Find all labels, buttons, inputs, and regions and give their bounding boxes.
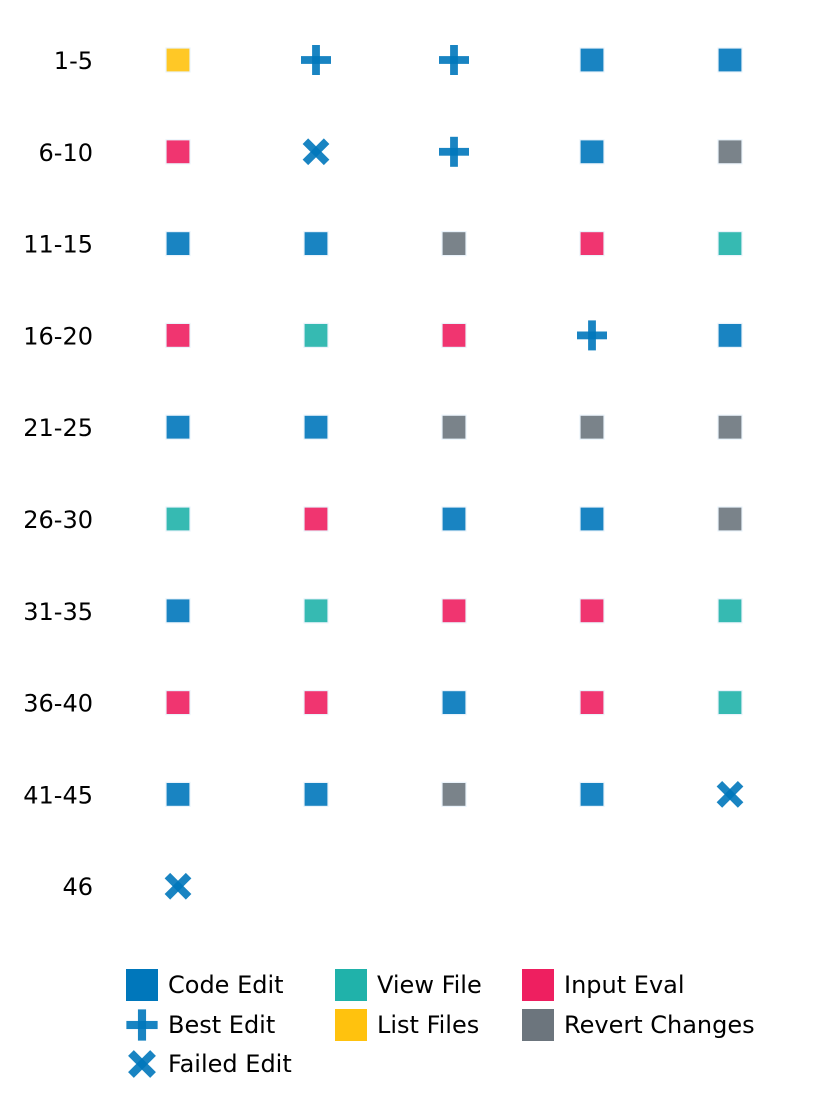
legend-label: View File xyxy=(377,971,482,999)
step-marker-failed-edit xyxy=(302,138,330,166)
legend-item-code-edit: Code Edit xyxy=(126,968,284,1002)
step-marker-input-eval xyxy=(579,689,605,716)
step-marker-code-edit xyxy=(579,506,605,532)
legend-item-failed-edit: Failed Edit xyxy=(126,1047,292,1081)
legend-label: Code Edit xyxy=(168,971,284,999)
step-marker-revert-changes xyxy=(441,414,467,440)
legend-item-list-files: List Files xyxy=(335,1008,479,1042)
row-label: 16-20 xyxy=(23,322,93,350)
step-marker-code-edit xyxy=(165,231,191,257)
step-grid-chart: 1-5 6-10 11-15 16-20 21-25 26-30 31-35 36-40 41-… xyxy=(23,45,744,901)
step-marker-view-file xyxy=(717,689,743,716)
step-marker-input-eval xyxy=(303,689,329,716)
step-marker-input-eval xyxy=(303,506,329,532)
legend-swatch xyxy=(126,969,158,1001)
legend-label: Revert Changes xyxy=(564,1011,755,1039)
row-label: 36-40 xyxy=(23,690,93,718)
step-marker-revert-changes xyxy=(441,781,467,808)
step-marker-failed-edit xyxy=(716,781,744,808)
step-marker-view-file xyxy=(717,598,743,624)
legend-label: Input Eval xyxy=(564,971,685,999)
step-marker-input-eval xyxy=(579,598,605,624)
legend-swatch xyxy=(335,1009,367,1041)
step-marker-view-file xyxy=(303,322,329,348)
row-label: 31-35 xyxy=(23,598,93,626)
step-marker-best-edit xyxy=(439,45,469,75)
step-marker-list-files xyxy=(165,47,191,73)
step-marker-code-edit xyxy=(303,414,329,440)
step-marker-input-eval xyxy=(579,231,605,257)
row-label: 6-10 xyxy=(39,139,93,167)
step-marker-revert-changes xyxy=(579,414,605,440)
row-label: 11-15 xyxy=(23,231,93,259)
step-marker-failed-edit xyxy=(164,872,192,900)
row-label: 21-25 xyxy=(23,414,93,442)
step-marker-code-edit xyxy=(717,322,743,348)
legend-swatch xyxy=(126,1009,158,1041)
plus-icon xyxy=(126,1009,158,1041)
legend: Code Edit Best Edit Failed Edit View File Li… xyxy=(126,968,806,1088)
step-marker-code-edit xyxy=(579,47,605,73)
step-marker-view-file xyxy=(717,231,743,257)
step-marker-input-eval xyxy=(441,598,467,624)
step-marker-code-edit xyxy=(165,414,191,440)
legend-item-view-file: View File xyxy=(335,968,482,1002)
step-marker-code-edit xyxy=(165,781,191,808)
step-marker-view-file xyxy=(303,598,329,624)
step-marker-code-edit xyxy=(441,689,467,716)
legend-swatch xyxy=(522,1009,554,1041)
step-marker-view-file xyxy=(165,506,191,532)
step-marker-input-eval xyxy=(441,322,467,348)
row-label: 26-30 xyxy=(23,506,93,534)
step-marker-best-edit xyxy=(439,136,469,167)
step-marker-best-edit xyxy=(577,320,607,351)
legend-swatch xyxy=(128,1050,156,1078)
step-marker-code-edit xyxy=(579,139,605,165)
x-icon xyxy=(128,1050,156,1078)
row-label: 46 xyxy=(62,873,93,901)
step-marker-input-eval xyxy=(165,322,191,348)
legend-label: Failed Edit xyxy=(168,1050,292,1078)
step-marker-code-edit xyxy=(717,47,743,73)
step-marker-revert-changes xyxy=(717,506,743,532)
step-marker-input-eval xyxy=(165,139,191,165)
row-label: 41-45 xyxy=(23,781,93,809)
row-label: 1-5 xyxy=(54,47,93,75)
legend-item-revert-changes: Revert Changes xyxy=(522,1008,755,1042)
legend-item-input-eval: Input Eval xyxy=(522,968,685,1002)
legend-label: List Files xyxy=(377,1011,480,1039)
step-marker-revert-changes xyxy=(717,414,743,440)
step-marker-code-edit xyxy=(579,781,605,808)
step-marker-revert-changes xyxy=(717,139,743,165)
legend-label: Best Edit xyxy=(168,1011,276,1039)
legend-item-best-edit: Best Edit xyxy=(126,1008,275,1042)
step-marker-revert-changes xyxy=(441,231,467,257)
legend-swatch xyxy=(522,969,554,1001)
step-marker-code-edit xyxy=(441,506,467,532)
step-marker-input-eval xyxy=(165,689,191,716)
step-marker-code-edit xyxy=(165,598,191,624)
step-marker-code-edit xyxy=(303,231,329,257)
step-marker-best-edit xyxy=(301,45,331,75)
legend-swatch xyxy=(335,969,367,1001)
step-marker-code-edit xyxy=(303,781,329,808)
